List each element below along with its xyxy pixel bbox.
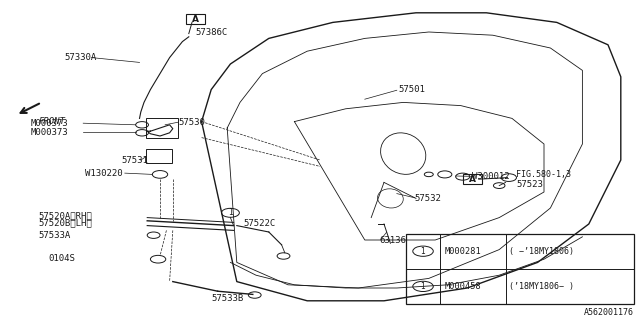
Text: A: A — [469, 175, 476, 184]
Bar — [146, 149, 172, 163]
Text: 1: 1 — [228, 208, 233, 217]
Text: 1: 1 — [420, 282, 426, 291]
Text: FIG.580-1,3: FIG.580-1,3 — [516, 170, 572, 179]
Text: 0104S: 0104S — [48, 254, 75, 263]
Bar — [186, 14, 205, 24]
Text: 57533A: 57533A — [38, 231, 70, 240]
Text: 57386C: 57386C — [195, 28, 227, 36]
Text: M000373: M000373 — [31, 128, 68, 137]
Text: 57520B〈LH〉: 57520B〈LH〉 — [38, 218, 92, 227]
Text: 57501: 57501 — [398, 85, 425, 94]
Text: 57532: 57532 — [415, 194, 442, 203]
Text: A: A — [192, 15, 198, 24]
Text: 63136: 63136 — [380, 236, 406, 245]
Text: M000281: M000281 — [445, 247, 481, 256]
Text: 57520A〈RH〉: 57520A〈RH〉 — [38, 212, 92, 220]
Text: W130220: W130220 — [85, 169, 123, 178]
Text: M000458: M000458 — [445, 282, 481, 291]
Text: W300012: W300012 — [472, 172, 509, 181]
Text: 1: 1 — [420, 247, 426, 256]
Bar — [406, 234, 634, 304]
Text: 57330A: 57330A — [64, 53, 96, 62]
Text: A562001176: A562001176 — [584, 308, 634, 317]
Text: (’18MY1806− ): (’18MY1806− ) — [509, 282, 575, 291]
Text: 57523: 57523 — [516, 180, 543, 189]
Text: FRONT: FRONT — [38, 117, 65, 126]
Text: M000373: M000373 — [31, 119, 68, 128]
Text: ( −’18MY1806): ( −’18MY1806) — [509, 247, 575, 256]
Text: 57531: 57531 — [122, 156, 148, 164]
Text: 57522C: 57522C — [243, 219, 275, 228]
Text: 57530: 57530 — [178, 118, 205, 127]
Text: 57533B: 57533B — [211, 294, 243, 303]
Bar — [146, 118, 178, 138]
Bar — [463, 174, 482, 184]
